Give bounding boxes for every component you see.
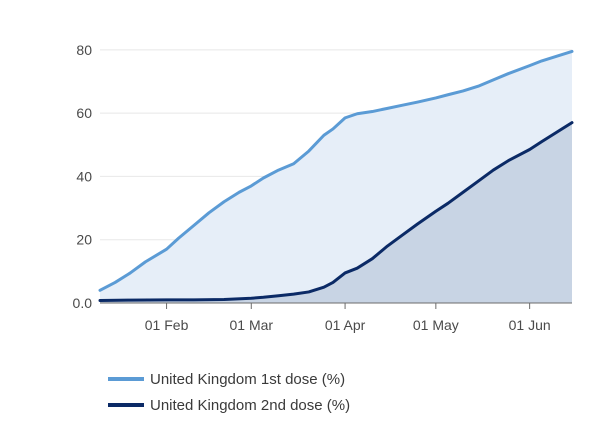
legend: United Kingdom 1st dose (%) United Kingd… <box>108 366 350 418</box>
series-line-2 <box>98 121 574 302</box>
legend-swatch-first-dose <box>108 377 144 381</box>
x-tick-label: 01 Mar <box>229 317 273 333</box>
series-lines <box>98 49 574 302</box>
x-tick-label: 01 Jun <box>509 317 551 333</box>
legend-swatch-second-dose <box>108 403 144 407</box>
vaccination-chart: 0.0 20 40 60 80 01 Feb 01 Mar 01 Apr 01 May 01 Ju… <box>73 42 574 333</box>
x-tick-label: 01 Feb <box>145 317 189 333</box>
x-tick-label: 01 Apr <box>325 317 366 333</box>
y-tick-label: 0.0 <box>73 295 93 311</box>
legend-item-second-dose[interactable]: United Kingdom 2nd dose (%) <box>108 392 350 418</box>
y-tick-label: 40 <box>76 168 92 184</box>
series-line-1 <box>98 49 574 292</box>
legend-label-first-dose: United Kingdom 1st dose (%) <box>150 370 346 388</box>
legend-label-second-dose: United Kingdom 2nd dose (%) <box>150 396 351 414</box>
series-area-2 <box>100 122 572 304</box>
axes: 0.0 20 40 60 80 01 Feb 01 Mar 01 Apr 01 May 01 Ju… <box>73 42 572 333</box>
y-tick-label: 60 <box>76 105 92 121</box>
y-tick-label: 20 <box>76 232 92 248</box>
legend-item-first-dose[interactable]: United Kingdom 1st dose (%) <box>108 366 350 392</box>
area-fills <box>100 51 572 304</box>
x-tick-label: 01 May <box>413 317 459 333</box>
y-tick-label: 80 <box>76 42 92 58</box>
